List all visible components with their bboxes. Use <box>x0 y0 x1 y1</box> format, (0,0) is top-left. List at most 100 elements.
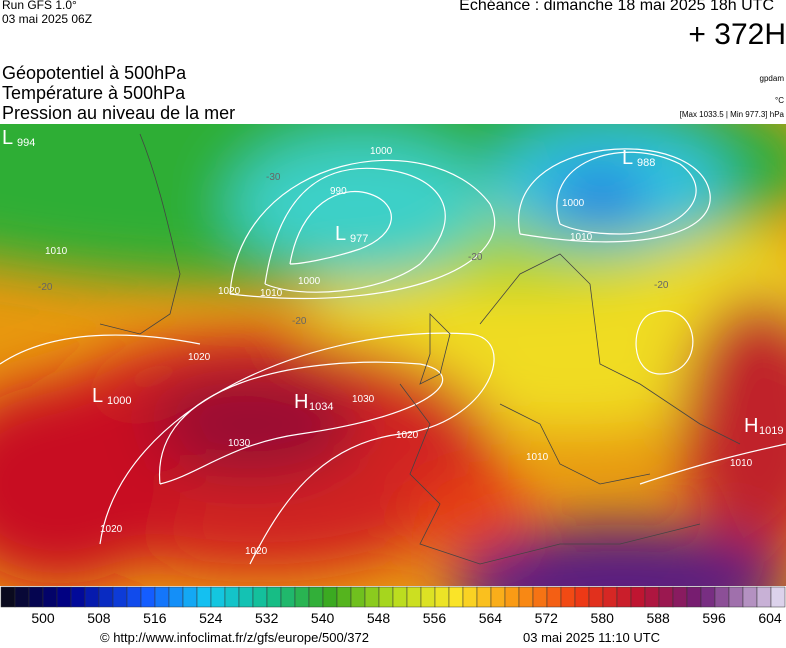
lead-time: + 372H <box>688 18 786 51</box>
colorbar-swatch <box>84 586 100 608</box>
title: Pression au niveau de la mer <box>2 103 236 123</box>
colorbar-tick-label: 588 <box>646 610 670 626</box>
colorbar-swatch <box>728 586 744 608</box>
colorbar <box>0 586 786 608</box>
colorbar-tick-label: 516 <box>143 610 167 626</box>
colorbar-swatch <box>336 586 352 608</box>
colorbar-swatch <box>644 586 660 608</box>
colorbar-tick-label: 604 <box>758 610 782 626</box>
colorbar-swatch <box>672 586 688 608</box>
colorbar-swatch <box>154 586 170 608</box>
temperature-label: -20 <box>292 316 307 327</box>
isobar-label: 1010 <box>260 288 283 299</box>
colorbar-swatch <box>266 586 282 608</box>
colorbar-swatch <box>308 586 324 608</box>
colorbar-swatch <box>532 586 548 608</box>
colorbar-swatch <box>406 586 422 608</box>
colorbar-swatch <box>364 586 380 608</box>
isobar-label: 1030 <box>352 394 375 405</box>
colorbar-tick-label: 500 <box>31 610 55 626</box>
colorbar-swatch <box>588 586 604 608</box>
isobars <box>0 148 786 565</box>
title: Température à 500hPa <box>2 83 186 103</box>
colorbar-swatch <box>742 586 758 608</box>
colorbar-swatch <box>98 586 114 608</box>
colorbar-swatch <box>392 586 408 608</box>
colorbar-swatch <box>196 586 212 608</box>
center-value: 1019 <box>759 425 783 437</box>
colorbar-swatch <box>770 586 786 608</box>
temperature-label: -30 <box>266 172 281 183</box>
colorbar-swatch <box>238 586 254 608</box>
temperature-label: -20 <box>468 252 483 263</box>
pressure-range: [Max 1033.5 | Min 977.3] hPa <box>679 110 784 119</box>
run: Run GFS 1.0° <box>2 0 77 12</box>
isobar-label: 1020 <box>188 352 211 363</box>
center-value: 1034 <box>309 401 333 413</box>
colorbar-swatch <box>546 586 562 608</box>
colorbar-swatch <box>714 586 730 608</box>
colorbar-swatch <box>252 586 268 608</box>
colorbar-swatch <box>700 586 716 608</box>
colorbar-swatch <box>602 586 618 608</box>
center-letter: L <box>335 223 346 245</box>
isobar-label: 990 <box>330 186 347 197</box>
colorbar-swatch <box>434 586 450 608</box>
colorbar-tick-label: 548 <box>366 610 391 626</box>
colorbar-swatch <box>378 586 394 608</box>
colorbar-tick-label: 532 <box>255 610 279 626</box>
center-value: 988 <box>637 157 655 169</box>
colorbar-tick-label: 580 <box>590 610 614 626</box>
colorbar-swatch <box>56 586 72 608</box>
field <box>0 124 786 586</box>
unit: °C <box>775 96 784 105</box>
isobar-label: 1000 <box>370 146 393 157</box>
title: Géopotentiel à 500hPa <box>2 63 187 83</box>
colorbar-tick-label: 596 <box>702 610 726 626</box>
colorbar-tick-label: 556 <box>422 610 447 626</box>
colorbar-swatch <box>518 586 534 608</box>
unit: gpdam <box>759 74 784 83</box>
isobar-label: 1010 <box>45 246 68 257</box>
temperature-label: -20 <box>654 280 669 291</box>
colorbar-swatch <box>658 586 674 608</box>
center-letter: L <box>92 385 103 407</box>
colorbar-tick-label: 572 <box>534 610 558 626</box>
center-letter: H <box>744 415 758 437</box>
colorbar-swatch <box>182 586 198 608</box>
isobar-label: 1020 <box>100 524 123 535</box>
colorbar-swatch <box>420 586 436 608</box>
colorbar-swatch <box>322 586 338 608</box>
colorbar-swatch <box>126 586 142 608</box>
colorbar-swatch <box>756 586 772 608</box>
colorbar-tick-label: 524 <box>199 610 223 626</box>
isobar-label: 1010 <box>526 452 549 463</box>
isobar-label: 1000 <box>298 276 321 287</box>
colorbar-swatch <box>280 586 296 608</box>
colorbar-swatch <box>210 586 226 608</box>
source: © http://www.infoclimat.fr/z/gfs/europe/… <box>100 630 369 645</box>
run-date: 03 mai 2025 06Z <box>2 12 93 26</box>
colorbar-tick-label: 508 <box>87 610 111 626</box>
isobar-label: 1020 <box>218 286 241 297</box>
center-letter: L <box>622 147 633 169</box>
colorbar-swatch <box>112 586 128 608</box>
colorbar-swatch <box>42 586 58 608</box>
isobar-label: 1030 <box>228 438 251 449</box>
colorbar-tick-label: 564 <box>478 610 503 626</box>
colorbar-swatch <box>630 586 646 608</box>
colorbar-swatch <box>350 586 366 608</box>
colorbar-swatch <box>28 586 44 608</box>
colorbar-swatch <box>686 586 702 608</box>
forecast: Echéance : dimanche 18 mai 2025 18h UTC <box>459 0 774 14</box>
colorbar-swatch <box>504 586 520 608</box>
colorbar-swatch <box>574 586 590 608</box>
colorbar-swatch <box>168 586 184 608</box>
center-value: 977 <box>350 233 368 245</box>
coastlines <box>99 133 741 565</box>
isobar-label: 1020 <box>245 546 268 557</box>
colorbar-swatch <box>476 586 492 608</box>
center-value: 1000 <box>107 395 131 407</box>
